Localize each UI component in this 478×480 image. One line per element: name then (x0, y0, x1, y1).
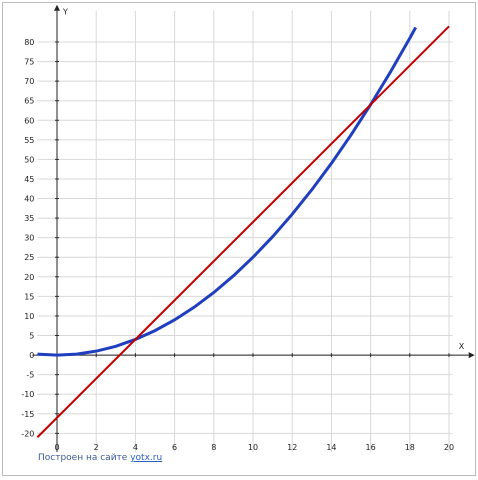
y-tick-label: 30 (24, 234, 34, 243)
y-tick-label: 65 (24, 97, 34, 106)
series-line (36, 25, 450, 438)
y-tick-label: 5 (29, 332, 34, 341)
y-tick-label: 80 (24, 38, 34, 47)
y-tick-label: -20 (21, 429, 34, 438)
footer-text: Построен на сайте (38, 453, 128, 463)
y-tick-label: 0 (29, 351, 34, 360)
y-axis-label: Y (62, 8, 68, 17)
x-tick-label: 10 (248, 443, 258, 452)
footer: Построен на сайте yotx.ru (38, 453, 162, 463)
x-axis-label: X (459, 342, 465, 351)
footer-link[interactable]: yotx.ru (130, 453, 163, 463)
y-tick-label: 70 (24, 77, 34, 86)
y-tick-label: 40 (24, 195, 34, 204)
x-tick-label: 16 (366, 443, 376, 452)
x-tick-label: 2 (94, 443, 99, 452)
y-tick-label: 35 (24, 214, 34, 223)
x-tick-label: 6 (172, 443, 177, 452)
x-tick-label: 20 (444, 443, 454, 452)
x-axis-arrow (468, 352, 475, 359)
y-tick-label: 10 (24, 312, 34, 321)
x-tick-label: 14 (326, 443, 336, 452)
series-line (37, 26, 418, 357)
y-tick-label: 55 (24, 136, 34, 145)
x-tick-label: 8 (211, 443, 216, 452)
y-tick-label: 50 (24, 155, 34, 164)
frame (2, 2, 476, 476)
y-tick-label: 25 (24, 253, 34, 262)
y-tick-label: -5 (26, 371, 34, 380)
y-tick-label: -10 (21, 390, 34, 399)
y-tick-label: 75 (24, 58, 34, 67)
y-tick-label: 60 (24, 116, 34, 125)
x-tick-label: 4 (133, 443, 138, 452)
x-tick-label: 18 (405, 443, 415, 452)
x-tick-label: 12 (287, 443, 297, 452)
y-axis-arrow (54, 4, 61, 11)
y-tick-label: -15 (21, 410, 34, 419)
y-tick-label: 15 (24, 292, 34, 301)
y-tick-label: 20 (24, 273, 34, 282)
y-tick-label: 45 (24, 175, 34, 184)
